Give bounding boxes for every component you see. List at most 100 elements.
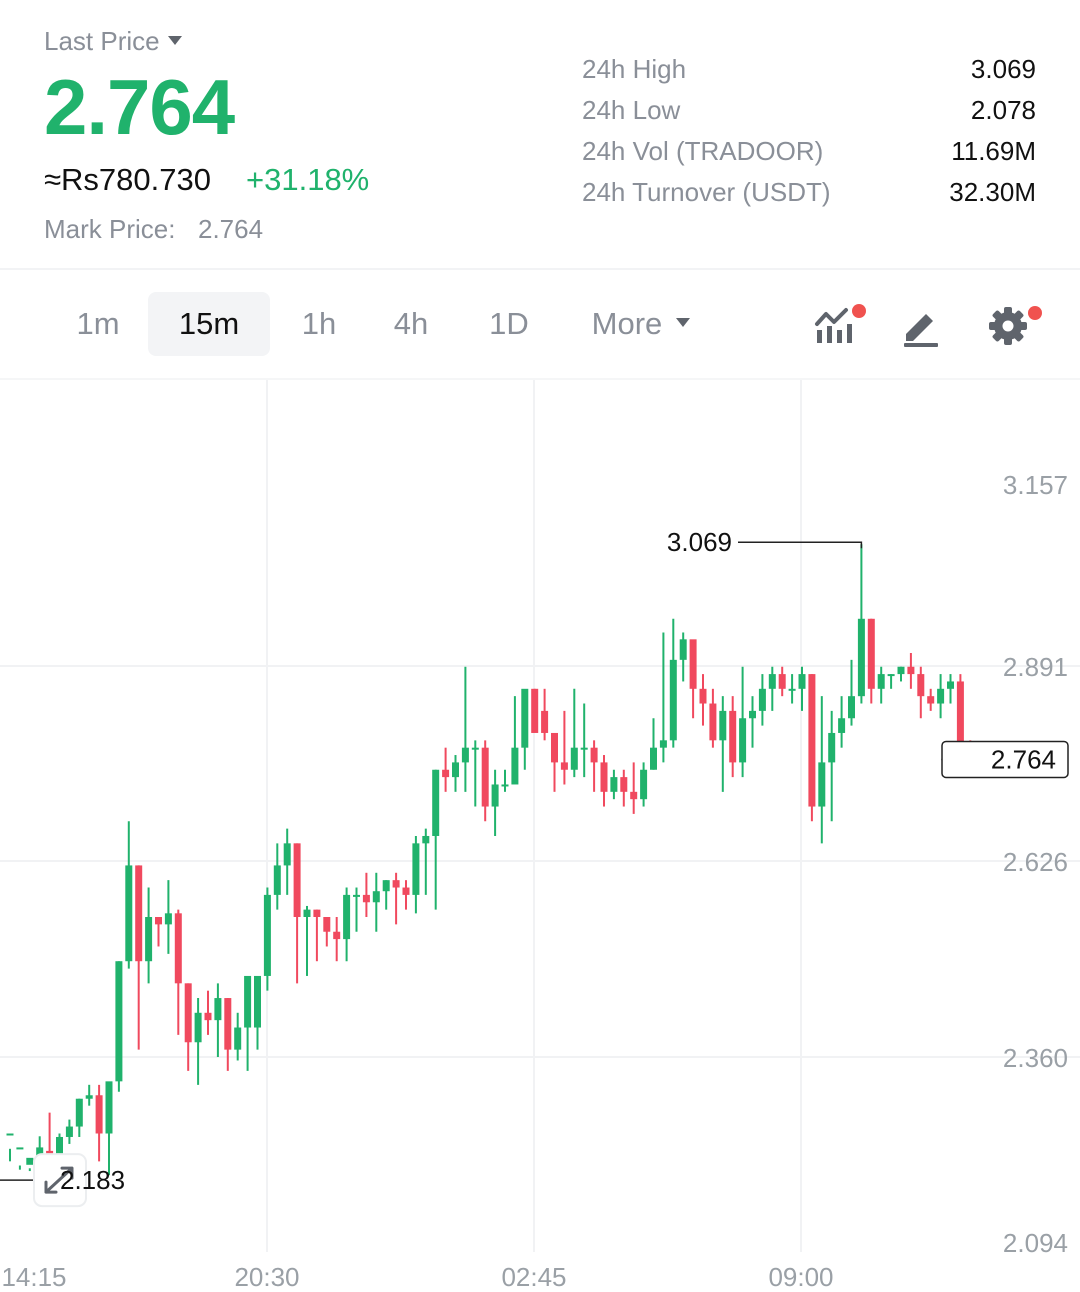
candle-body bbox=[679, 639, 687, 660]
candle-body bbox=[442, 769, 450, 778]
last-price-label[interactable]: Last Price bbox=[44, 26, 182, 57]
candle-body bbox=[273, 865, 281, 895]
high-marker-label: 3.069 bbox=[667, 527, 732, 557]
candle-body bbox=[254, 975, 261, 1028]
candle-body bbox=[729, 710, 737, 763]
draw-icon[interactable] bbox=[898, 302, 946, 350]
tab-15m[interactable]: 15m bbox=[148, 292, 270, 356]
candle-body bbox=[907, 666, 915, 675]
candle-body bbox=[471, 747, 479, 750]
last-price-value: 2.764 bbox=[44, 63, 235, 151]
candle-body bbox=[184, 983, 192, 1043]
candle-body bbox=[56, 1136, 63, 1162]
candle-body bbox=[650, 747, 657, 770]
candle-body bbox=[422, 835, 430, 844]
candle-body bbox=[580, 747, 588, 750]
candle-body bbox=[491, 784, 499, 807]
candle-body bbox=[105, 1081, 113, 1134]
candle-body bbox=[95, 1095, 103, 1134]
candle-body bbox=[640, 769, 648, 800]
candle-body bbox=[749, 710, 756, 719]
mark-price-label: Mark Price: bbox=[44, 214, 176, 244]
notification-dot bbox=[1028, 306, 1042, 320]
candle-body bbox=[659, 740, 667, 748]
more-timeframes-dropdown[interactable]: More bbox=[576, 292, 706, 356]
candle-body bbox=[917, 674, 925, 697]
candle-body bbox=[293, 843, 301, 917]
candle-body bbox=[709, 703, 717, 741]
candle-body bbox=[452, 762, 459, 778]
candle-body bbox=[313, 909, 321, 917]
fiat-value: ≈Rs780.730 bbox=[44, 162, 211, 197]
candle-body bbox=[739, 718, 747, 763]
candle-body bbox=[669, 659, 677, 741]
candle-body bbox=[956, 681, 964, 748]
tab-1m[interactable]: 1m bbox=[76, 306, 120, 341]
candle-body bbox=[145, 917, 153, 962]
candle-body bbox=[768, 674, 776, 689]
candle-body bbox=[353, 894, 360, 897]
high-marker-line bbox=[738, 541, 863, 549]
candle-body bbox=[758, 688, 766, 711]
candle-body bbox=[927, 696, 935, 704]
candle-body bbox=[125, 865, 133, 962]
candle-body bbox=[689, 639, 697, 689]
candle-body bbox=[551, 732, 558, 763]
candle-body bbox=[432, 769, 440, 836]
price-change-percent: +31.18% bbox=[246, 162, 370, 197]
candle-body bbox=[65, 1126, 73, 1137]
toolbar-divider bbox=[0, 378, 1080, 380]
tab-1d[interactable]: 1D bbox=[489, 306, 529, 341]
candle-body bbox=[6, 1133, 14, 1136]
price-chart[interactable]: 3.157 2.891 2.626 2.360 2.094 14:15 20:30 02:45… bbox=[0, 380, 1080, 1292]
candle-body bbox=[362, 894, 370, 903]
candle-body bbox=[887, 674, 895, 677]
candle-body bbox=[531, 688, 539, 733]
candle-body bbox=[560, 762, 568, 770]
last-price-box bbox=[941, 740, 1069, 779]
settings-icon[interactable] bbox=[986, 302, 1042, 350]
candle-body bbox=[541, 710, 549, 733]
tab-4h[interactable]: 4h bbox=[393, 306, 429, 341]
y-tick-label: 2.626 bbox=[1003, 847, 1068, 877]
candle-body bbox=[521, 688, 529, 748]
candle-body bbox=[699, 688, 707, 704]
y-tick-label: 2.360 bbox=[1003, 1043, 1068, 1073]
stat-24h-low-value: 2.078 bbox=[970, 95, 1036, 125]
candle-body bbox=[412, 843, 420, 895]
expand-icon[interactable] bbox=[44, 1166, 74, 1194]
candle-body bbox=[511, 747, 519, 785]
candle-body bbox=[778, 674, 786, 689]
candle-body bbox=[194, 1012, 202, 1043]
header-divider bbox=[0, 268, 1080, 270]
mark-price-value: 2.764 bbox=[198, 214, 264, 244]
candle-body bbox=[244, 975, 252, 1028]
x-tick-label: 02:45 bbox=[501, 1262, 566, 1292]
tab-1h[interactable]: 1h bbox=[301, 306, 337, 341]
indicators-icon[interactable] bbox=[812, 302, 866, 350]
candle-body bbox=[838, 718, 846, 733]
stat-24h-turnover-label: 24h Turnover (USDT) bbox=[582, 177, 831, 207]
candle-body bbox=[620, 777, 628, 792]
candle-body bbox=[392, 880, 400, 888]
candle-body bbox=[135, 865, 143, 962]
stat-24h-high-label: 24h High bbox=[582, 54, 687, 84]
stat-24h-turnover-value: 32.30M bbox=[949, 177, 1036, 207]
candle-body bbox=[303, 909, 311, 917]
stat-24h-high-value: 3.069 bbox=[970, 54, 1036, 84]
candle-body bbox=[283, 843, 291, 866]
candle-body bbox=[818, 762, 826, 807]
candle-body bbox=[848, 696, 855, 719]
candle-body bbox=[570, 747, 578, 770]
candle-body bbox=[788, 688, 796, 691]
caret-down-icon bbox=[167, 35, 182, 45]
candle-body bbox=[937, 688, 945, 704]
candle-body bbox=[382, 880, 390, 892]
stat-24h-low-label: 24h Low bbox=[582, 95, 681, 125]
candle-body bbox=[75, 1098, 83, 1127]
candle-body bbox=[402, 887, 410, 895]
candle-body bbox=[26, 1157, 34, 1165]
last-price-label: 2.764 bbox=[991, 744, 1056, 774]
candle-body bbox=[16, 1147, 24, 1150]
candle-body bbox=[481, 747, 489, 807]
